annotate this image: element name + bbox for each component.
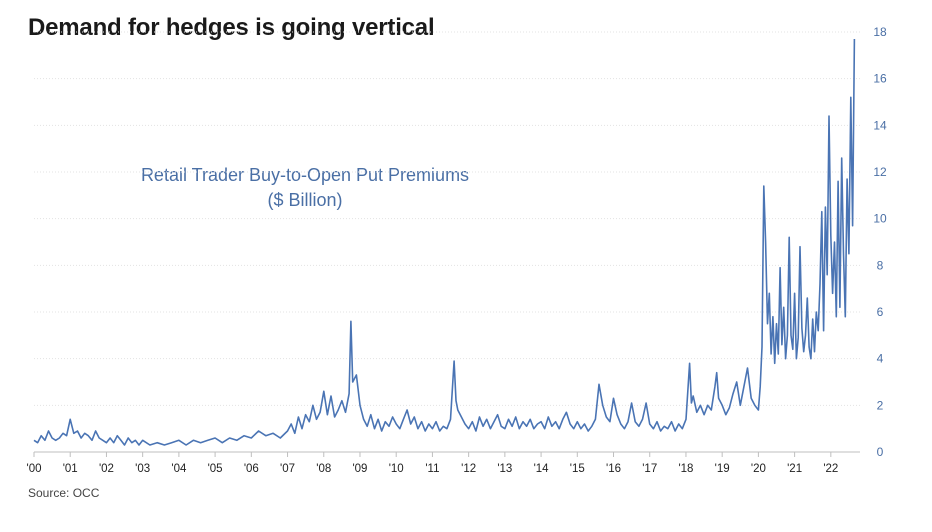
chart-subtitle-line-2: ($ Billion) <box>267 190 343 210</box>
x-tick-label: '16 <box>606 463 621 475</box>
x-tick-label: '11 <box>425 463 439 475</box>
y-tick-label: 14 <box>873 118 887 132</box>
x-tick-label: '14 <box>534 463 550 475</box>
x-tick-label: '08 <box>316 463 331 475</box>
y-tick-label: 6 <box>877 305 884 319</box>
chart-subtitle: Retail Trader Buy-to-Open Put Premiums (… <box>120 163 490 213</box>
x-tick-label: '06 <box>244 463 259 475</box>
x-tick-label: '03 <box>135 463 150 475</box>
y-axis: 0 2 4 6 8 10 12 14 16 18 <box>873 25 887 459</box>
x-tick-label: '22 <box>823 463 838 475</box>
x-tick-label: '01 <box>63 463 78 475</box>
chart-title: Demand for hedges is going vertical <box>28 14 435 41</box>
x-tick-label: '15 <box>570 463 585 475</box>
y-tick-label: 0 <box>877 445 884 459</box>
source-note: Source: OCC <box>28 486 100 500</box>
x-tick-label: '09 <box>352 463 367 475</box>
x-tick-label: '07 <box>280 463 295 475</box>
chart-subtitle-line-1: Retail Trader Buy-to-Open Put Premiums <box>140 165 470 185</box>
x-tick-label: '20 <box>751 463 766 475</box>
series-line-0 <box>33 38 856 446</box>
y-tick-label: 2 <box>877 398 884 412</box>
x-tick-label: '00 <box>27 463 42 475</box>
y-tick-label: 4 <box>877 352 884 366</box>
series-group <box>33 38 856 446</box>
x-tick-label: '10 <box>389 463 404 475</box>
gridlines <box>34 31 860 406</box>
x-axis: '00 '01 '02 '03 '04 '05 '06 '07 '08 '09 '10 '11 '12 '… <box>27 451 860 475</box>
x-tick-label: '12 <box>461 463 476 475</box>
x-tick-label: '02 <box>99 463 114 475</box>
y-tick-label: 10 <box>873 212 887 226</box>
y-tick-label: 16 <box>873 72 887 86</box>
x-tick-label: '19 <box>715 463 730 475</box>
y-tick-label: 12 <box>873 165 887 179</box>
x-tick-label: '13 <box>497 463 512 475</box>
x-tick-label: '18 <box>678 463 693 475</box>
x-tick-label: '17 <box>642 463 657 475</box>
x-tick-label: '05 <box>208 463 223 475</box>
y-tick-label: 8 <box>877 258 884 272</box>
x-tick-label: '04 <box>171 463 187 475</box>
y-tick-label: 18 <box>873 25 887 39</box>
x-tick-label: '21 <box>787 463 802 475</box>
